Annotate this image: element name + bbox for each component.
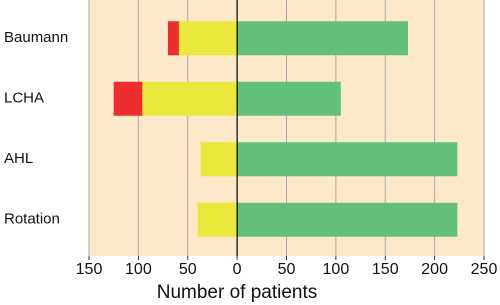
bar-segment <box>142 81 238 116</box>
bar-segment <box>197 202 238 237</box>
bar-segment <box>113 81 143 116</box>
x-tick-label: 50 <box>179 261 197 278</box>
bar-segment <box>178 21 238 56</box>
category-label: AHL <box>4 150 33 167</box>
x-tick-label: 200 <box>421 261 448 278</box>
x-tick-label: 50 <box>278 261 296 278</box>
bar-segment <box>237 81 341 116</box>
x-tick-label: 250 <box>471 261 498 278</box>
x-tick-label: 150 <box>76 261 103 278</box>
category-label: Rotation <box>4 211 60 228</box>
bar-segment <box>200 142 238 177</box>
category-label: LCHA <box>4 90 44 107</box>
x-tick-label: 100 <box>125 261 152 278</box>
category-label: Baumann <box>4 29 68 46</box>
bar-segment <box>237 202 458 237</box>
bar-segment <box>237 142 458 177</box>
x-axis-label: Number of patients <box>157 282 318 303</box>
x-tick-label: 150 <box>372 261 399 278</box>
x-tick-label: 0 <box>233 261 242 278</box>
x-tick-label: 100 <box>323 261 350 278</box>
bar-segment <box>168 21 179 56</box>
bar-segment <box>237 21 408 56</box>
